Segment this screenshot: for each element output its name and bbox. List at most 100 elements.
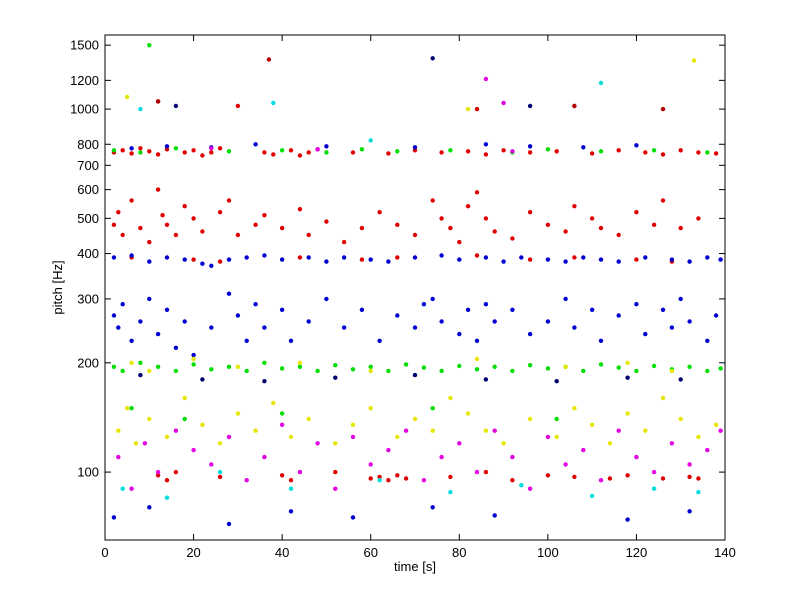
data-point [315, 441, 320, 446]
axes-box [104, 34, 726, 541]
data-point [217, 469, 223, 475]
data-point [501, 441, 506, 446]
data-point [598, 478, 604, 483]
data-point [412, 255, 418, 260]
data-point [465, 106, 471, 112]
y-tick-label: 100 [77, 465, 99, 480]
data-point [155, 331, 161, 337]
data-point [324, 296, 329, 302]
y-tick-label: 1500 [70, 38, 99, 53]
data-point [395, 255, 400, 260]
data-point [651, 469, 657, 475]
data-point [359, 307, 365, 312]
data-point [705, 338, 710, 343]
data-point [607, 476, 613, 481]
data-point [359, 257, 365, 262]
data-point [448, 225, 453, 231]
data-point [678, 377, 683, 382]
data-point [226, 198, 232, 203]
data-point [483, 377, 489, 382]
data-point [527, 416, 533, 422]
data-point [616, 365, 621, 370]
data-point [634, 143, 639, 148]
data-point [660, 476, 666, 481]
data-point [465, 307, 471, 312]
data-point [678, 148, 683, 153]
data-point [554, 149, 559, 154]
data-point [465, 204, 471, 209]
data-point [634, 368, 639, 374]
data-point [563, 364, 568, 369]
data-point [209, 462, 214, 467]
data-point [297, 153, 303, 158]
data-point [138, 150, 143, 155]
data-point [217, 441, 223, 446]
data-point [691, 58, 697, 63]
data-point [155, 469, 161, 475]
data-point [412, 372, 418, 378]
x-axis: 0 20 40 60 80 100 120 140 [101, 35, 736, 560]
data-point [607, 441, 613, 446]
data-point [155, 152, 161, 157]
data-point [306, 319, 311, 324]
data-point [651, 363, 657, 369]
data-point [527, 210, 533, 215]
data-point [483, 255, 489, 260]
data-point [253, 142, 258, 147]
data-point [439, 454, 444, 460]
data-point [315, 147, 320, 152]
data-point [147, 149, 152, 154]
y-tick-label: 300 [77, 291, 99, 306]
data-point [527, 150, 533, 155]
data-point [164, 495, 170, 500]
data-point [173, 345, 179, 350]
data-point [341, 239, 347, 245]
data-point [271, 400, 276, 406]
data-point [129, 253, 134, 258]
data-point [262, 150, 267, 155]
data-point [501, 259, 506, 264]
data-point [678, 225, 683, 231]
data-point [687, 259, 692, 264]
data-point [120, 302, 125, 307]
data-point [147, 296, 152, 302]
plot-area [111, 43, 723, 527]
data-point [634, 257, 639, 262]
data-point [616, 232, 621, 238]
data-point [368, 364, 373, 369]
data-point [589, 151, 595, 156]
data-point [492, 319, 497, 324]
data-point [200, 261, 205, 266]
data-point [386, 478, 391, 483]
y-tick-label: 600 [77, 182, 99, 197]
data-point [696, 150, 701, 155]
data-point [262, 454, 267, 460]
x-axis-title: time [s] [394, 559, 436, 574]
data-point [554, 379, 559, 384]
data-point [483, 216, 489, 221]
data-point [669, 441, 675, 446]
data-point [129, 406, 134, 411]
data-point [324, 219, 329, 224]
data-point [306, 232, 311, 238]
data-point [138, 319, 143, 324]
y-tick-label: 1200 [70, 73, 99, 88]
data-point [616, 428, 621, 433]
data-point [164, 222, 170, 227]
data-point [545, 434, 551, 440]
data-point [209, 367, 214, 372]
data-point [116, 428, 121, 433]
data-point [386, 259, 391, 264]
data-point [572, 204, 577, 209]
data-point [164, 307, 170, 312]
data-point [510, 149, 515, 154]
data-point [244, 255, 249, 260]
data-point [124, 94, 130, 100]
data-point [634, 454, 639, 460]
data-point [129, 146, 134, 151]
data-point [705, 447, 710, 453]
data-point [483, 302, 489, 307]
data-point [705, 368, 710, 374]
data-point [279, 225, 285, 231]
data-point [253, 222, 258, 227]
